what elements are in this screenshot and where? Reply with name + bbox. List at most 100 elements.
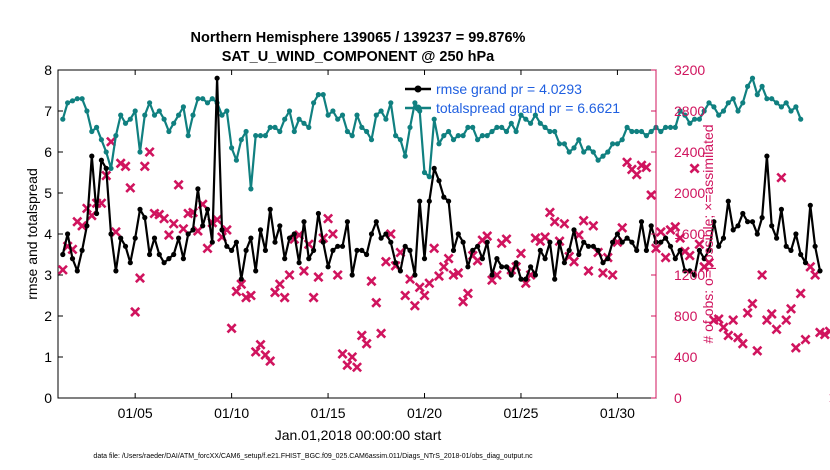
totalspread-point — [706, 100, 712, 106]
rmse-point — [475, 243, 481, 249]
totalspread-point — [503, 128, 510, 135]
totalspread-point — [740, 100, 746, 106]
totalspread-point — [682, 112, 688, 118]
rmse-point — [190, 227, 196, 233]
rmse-point — [489, 272, 495, 278]
rmse-point — [571, 227, 577, 233]
obs-marker — [57, 264, 68, 275]
rmse-point — [127, 260, 133, 266]
totalspread-point — [277, 128, 283, 135]
y-tick-label-right: 400 — [674, 349, 698, 365]
x-tick-label: 01/30 — [600, 405, 635, 421]
rmse-point — [229, 247, 235, 253]
rmse-point — [759, 215, 765, 221]
totalspread-point — [118, 112, 124, 118]
totalspread-point — [720, 108, 727, 114]
totalspread-point — [769, 96, 775, 102]
obs-marker — [279, 292, 290, 303]
totalspread-point — [749, 75, 756, 81]
totalspread-point — [774, 100, 780, 106]
obs-marker — [226, 323, 237, 334]
obs-marker — [376, 328, 387, 339]
totalspread-point — [204, 100, 211, 106]
obs-marker — [356, 330, 367, 341]
obs-marker — [482, 231, 493, 242]
chart-title: Northern Hemisphere 139065 / 139237 = 99… — [191, 30, 526, 46]
rmse-point — [301, 219, 307, 225]
rmse-point — [788, 247, 794, 253]
totalspread-point — [571, 145, 577, 151]
x-axis: 01/05 01/10 01/15 01/20 01/25 01/30 — [118, 70, 635, 421]
obs-marker — [689, 163, 700, 174]
x-tick-label: 01/20 — [407, 405, 442, 421]
totalspread-point — [98, 137, 104, 143]
rmse-point — [523, 276, 529, 282]
totalspread-point — [180, 104, 186, 110]
totalspread-point — [778, 104, 785, 110]
rmse-point — [658, 239, 664, 245]
rmse-point — [730, 227, 736, 233]
rmse-point — [667, 243, 674, 249]
totalspread-point — [648, 128, 654, 135]
totalspread-point — [793, 104, 799, 110]
rmse-point — [556, 239, 563, 245]
rmse-point — [441, 194, 447, 200]
rmse-point — [711, 219, 717, 225]
totalspread-point — [754, 92, 760, 98]
obs-marker — [327, 228, 338, 240]
rmse-point — [286, 235, 293, 241]
obs-marker — [400, 290, 411, 301]
totalspread-point — [373, 112, 379, 118]
rmse-point — [320, 239, 326, 245]
rmse-point — [378, 235, 384, 241]
obs-marker — [269, 287, 281, 298]
obs-marker — [472, 255, 483, 266]
totalspread-point — [494, 124, 500, 130]
totalspread-point — [74, 96, 80, 102]
rmse-point — [692, 272, 698, 278]
rmse-point — [137, 206, 143, 212]
totalspread-point — [296, 116, 302, 122]
totalspread-point — [643, 133, 650, 139]
totalspread-point — [764, 96, 770, 102]
rmse-point — [682, 268, 688, 274]
totalspread-point — [450, 137, 457, 143]
obs-marker — [332, 269, 343, 281]
rmse-point — [204, 206, 211, 212]
totalspread-point — [426, 174, 432, 180]
rmse-point — [561, 260, 568, 266]
obs-marker — [86, 210, 97, 221]
obs-marker — [752, 345, 763, 356]
rmse-point — [518, 276, 524, 282]
obs-marker — [351, 362, 363, 373]
rmse-point — [94, 210, 100, 217]
totalspread-point — [79, 96, 85, 102]
totalspread-point — [147, 100, 153, 106]
obs-marker — [544, 207, 555, 218]
totalspread-point — [475, 137, 481, 143]
rmse-point — [393, 260, 399, 266]
y-tick-label-right: 0 — [674, 390, 682, 406]
totalspread-point — [412, 100, 418, 106]
totalspread-point — [561, 141, 568, 147]
rmse-point — [576, 251, 582, 258]
totalspread-point — [320, 92, 326, 98]
obs-marker — [458, 296, 469, 307]
obs-marker — [776, 172, 787, 183]
totalspread-point — [397, 137, 403, 143]
totalspread-point — [185, 133, 191, 139]
totalspread-point — [132, 108, 138, 114]
totalspread-point — [65, 100, 71, 106]
obs-marker — [641, 162, 652, 173]
rmse-point — [663, 235, 669, 241]
totalspread-point — [286, 108, 293, 114]
totalspread-point — [421, 169, 428, 176]
legend: rmse grand pr = 4.0293 totalspread grand… — [405, 81, 620, 116]
totalspread-point — [547, 128, 553, 135]
obs-marker — [424, 278, 435, 289]
plot-frame — [57, 69, 657, 399]
y-tick-label-left: 8 — [44, 62, 52, 78]
obs-marker — [501, 234, 512, 245]
rmse-point — [402, 243, 408, 249]
obs-marker — [491, 269, 502, 281]
